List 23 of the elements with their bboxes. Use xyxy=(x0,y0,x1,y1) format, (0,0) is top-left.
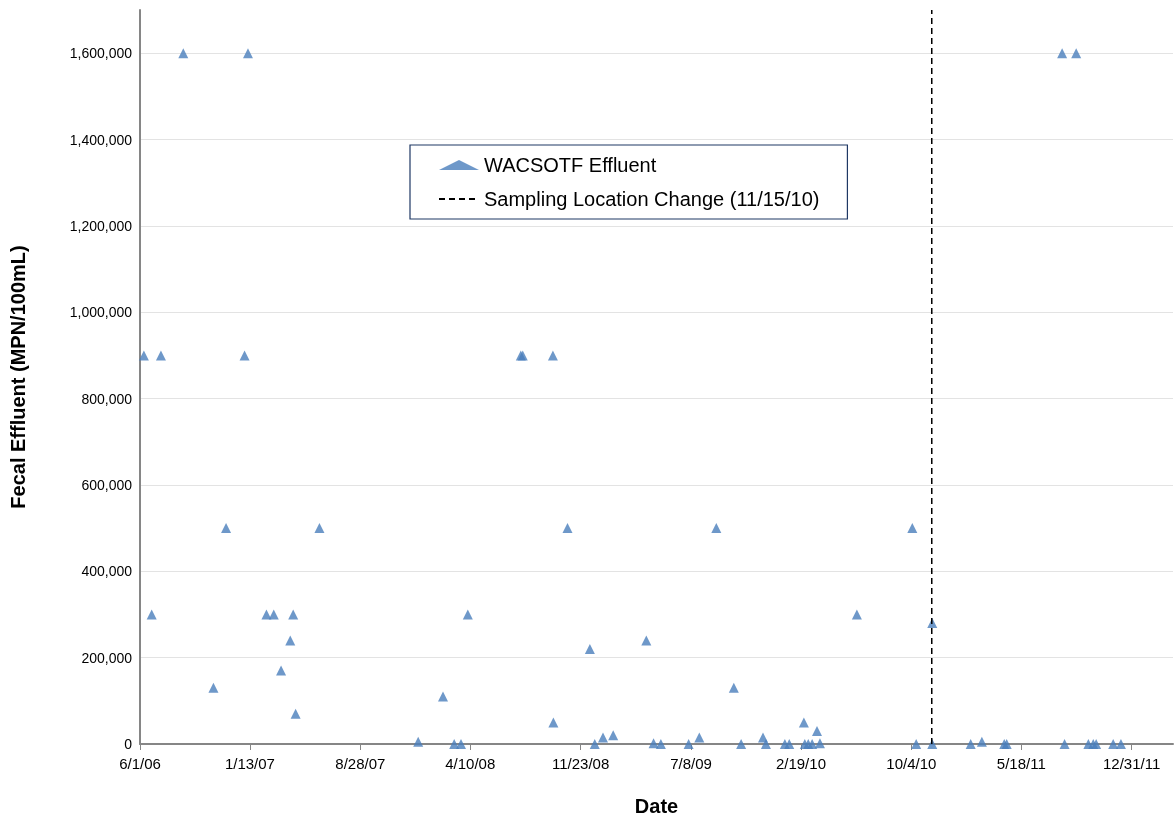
x-tick-label: 11/23/08 xyxy=(551,755,610,772)
x-tick-label: 2/19/10 xyxy=(775,755,826,772)
ref-line-label: Sampling Location Change (11/15/10) xyxy=(484,188,820,210)
x-axis-title: Date xyxy=(634,795,679,817)
y-tick-label: 0 xyxy=(124,736,133,752)
y-tick-label: 1,600,000 xyxy=(69,45,133,62)
y-tick-label: 1,400,000 xyxy=(69,131,133,148)
y-tick-label: 1,000,000 xyxy=(69,304,133,321)
x-tick-label: 12/31/11 xyxy=(1103,755,1161,772)
x-tick-label: 6/1/06 xyxy=(119,755,161,772)
y-tick-label: 200,000 xyxy=(81,649,133,666)
legend-label: WACSOTF Effluent xyxy=(484,154,657,176)
y-tick-label: 800,000 xyxy=(81,390,133,407)
x-tick-label: 7/8/09 xyxy=(670,755,712,772)
y-tick-label: 600,000 xyxy=(81,476,133,493)
y-tick-label: 400,000 xyxy=(81,563,133,580)
y-tick-label: 1,200,000 xyxy=(69,217,133,234)
y-axis-title: Fecal Effluent (MPN/100mL) xyxy=(7,245,29,509)
x-tick-label: 10/4/10 xyxy=(886,755,937,772)
x-tick-label: 8/28/07 xyxy=(335,755,386,772)
x-tick-label: 5/18/11 xyxy=(996,755,1046,772)
x-tick-label: 4/10/08 xyxy=(445,755,496,772)
x-tick-label: 1/13/07 xyxy=(224,755,275,772)
